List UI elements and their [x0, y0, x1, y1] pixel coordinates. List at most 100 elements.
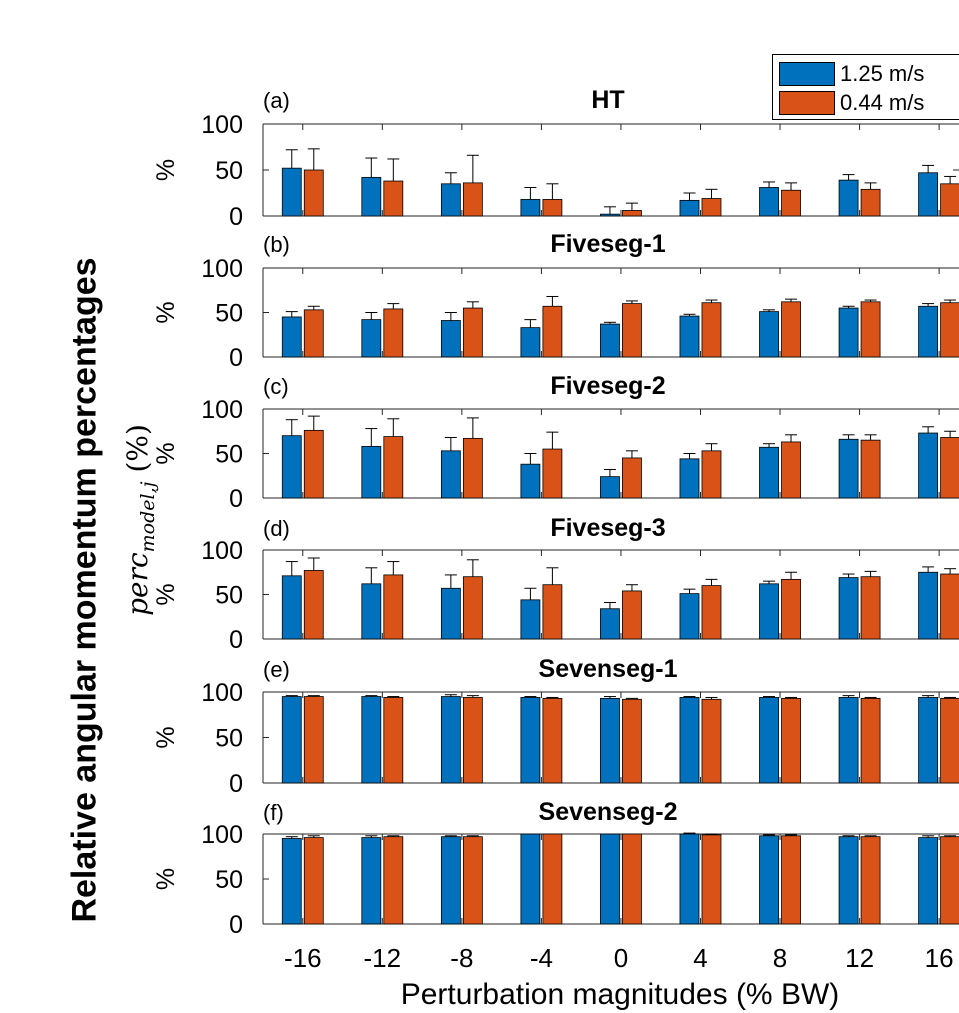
panel-title: Fiveseg-3	[550, 514, 665, 542]
bar-series-2	[542, 199, 563, 217]
x-tick-label: 0	[614, 943, 628, 973]
x-tick-label: 12	[845, 943, 874, 973]
bar-series-2	[701, 450, 722, 499]
bar-series-1	[520, 833, 541, 925]
y-tick-label: 100	[201, 255, 243, 283]
bar-series-2	[781, 697, 801, 784]
bar-series-1	[679, 593, 700, 640]
bar-series-2	[383, 836, 404, 925]
bar-series-2	[860, 836, 881, 925]
panel-label: (a)	[263, 88, 290, 113]
panel-title: Fiveseg-2	[550, 372, 665, 400]
bar-series-2	[781, 189, 801, 217]
bar-series-2	[940, 302, 959, 358]
bar-series-2	[462, 697, 483, 784]
y-axis-label: %	[152, 159, 180, 181]
bar-series-2	[622, 303, 642, 358]
bar-series-1	[440, 836, 461, 925]
bar-series-2	[303, 837, 324, 925]
bar-series-2	[462, 307, 483, 358]
y-tick-label: 100	[201, 821, 243, 849]
bar-series-2	[383, 180, 404, 217]
legend-swatch-series-2	[779, 91, 835, 115]
bar-series-1	[759, 697, 779, 784]
bar-series-1	[838, 697, 859, 784]
bar-series-1	[361, 583, 382, 640]
bar-series-2	[542, 697, 563, 784]
bar-series-2	[542, 833, 563, 925]
y-axis-label: %	[152, 301, 180, 323]
y-tick-label: 0	[229, 485, 243, 513]
y-tick-label: 100	[201, 679, 243, 707]
bar-series-1	[918, 305, 939, 358]
panel-label: (e)	[263, 657, 290, 682]
bar-series-1	[361, 176, 382, 217]
panel-label: (b)	[263, 232, 290, 257]
bar-series-1	[600, 833, 620, 925]
bar-series-2	[383, 697, 404, 784]
bar-series-2	[303, 570, 324, 640]
bar-series-1	[679, 199, 700, 217]
bar-series-2	[860, 697, 881, 784]
bar-series-2	[383, 574, 404, 640]
bar-series-2	[383, 436, 404, 499]
bar-series-1	[918, 432, 939, 499]
sub-y-axis-label-base: perc	[121, 552, 154, 616]
bar-series-1	[440, 320, 461, 358]
bar-series-2	[860, 576, 881, 640]
sub-y-axis-label-subscript: model,j	[137, 481, 159, 553]
panel-1: 0 50 100% (a) HT	[152, 86, 959, 231]
sub-y-axis-label-unit: (%)	[121, 424, 154, 482]
bar-series-2	[542, 305, 563, 358]
bar-series-2	[462, 576, 483, 640]
bar-series-1	[281, 435, 302, 499]
panel-label: (d)	[263, 516, 290, 541]
bar-series-1	[281, 575, 302, 640]
panel-label: (f)	[263, 800, 284, 825]
bar-series-2	[622, 457, 642, 499]
y-tick-label: 0	[229, 344, 243, 372]
panel-title: Fiveseg-1	[550, 230, 665, 258]
bar-series-2	[303, 696, 324, 784]
bar-series-1	[361, 319, 382, 358]
bar-series-1	[679, 833, 700, 925]
legend: 1.25 m/s 0.44 m/s	[772, 54, 959, 120]
y-tick-label: 50	[215, 441, 243, 469]
bar-series-1	[759, 446, 779, 499]
bar-series-1	[918, 571, 939, 640]
legend-label-series-2: 0.44 m/s	[840, 90, 925, 115]
bar-series-2	[940, 573, 959, 640]
bar-series-1	[361, 837, 382, 925]
bar-series-1	[600, 213, 620, 217]
bar-series-1	[361, 445, 382, 499]
bar-series-2	[622, 210, 642, 217]
y-tick-label: 50	[215, 582, 243, 610]
y-tick-label: 50	[215, 300, 243, 328]
bar-series-2	[860, 301, 881, 358]
bar-series-1	[918, 697, 939, 784]
bar-series-1	[759, 583, 779, 640]
bar-series-2	[781, 441, 801, 499]
bar-series-1	[520, 327, 541, 358]
bar-series-1	[600, 476, 620, 499]
bar-series-2	[303, 429, 324, 499]
bar-series-1	[281, 167, 302, 217]
bar-series-1	[918, 837, 939, 925]
bar-series-2	[781, 835, 801, 925]
y-tick-label: 0	[229, 911, 243, 939]
y-tick-label: 50	[215, 725, 243, 753]
bar-series-1	[361, 696, 382, 784]
panel-4: 0 50 100% (d) Fiveseg-3	[152, 514, 959, 654]
x-tick-label: 16	[925, 943, 954, 973]
bar-series-2	[542, 448, 563, 499]
bar-series-1	[838, 179, 859, 217]
bar-series-1	[281, 838, 302, 925]
y-tick-label: 100	[201, 396, 243, 424]
bar-series-1	[759, 311, 779, 358]
bar-series-2	[701, 834, 722, 925]
x-tick-label: 8	[773, 943, 787, 973]
bar-series-2	[622, 590, 642, 640]
panel-2: 0 50 100% (b) Fiveseg-1	[152, 230, 959, 372]
bar-series-2	[940, 437, 959, 499]
